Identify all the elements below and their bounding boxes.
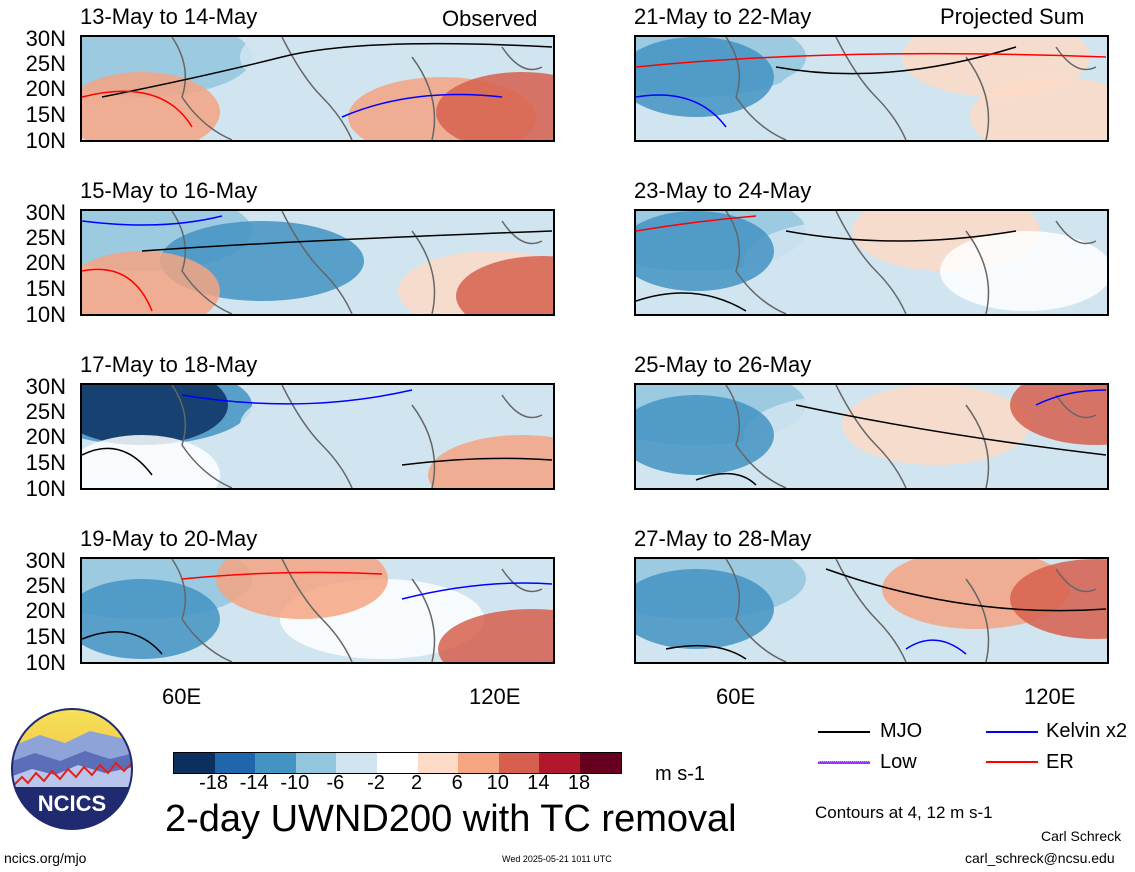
panel-title-left-4: 19-May to 20-May	[80, 526, 258, 551]
colorbar-swatch	[498, 753, 540, 773]
colorbar-tick-label: 14	[527, 772, 550, 794]
colorbar-tick-label: 2	[411, 772, 423, 794]
lat-label: 10N	[25, 476, 66, 501]
legend-line-er	[986, 761, 1038, 763]
map-panel-projected-2	[634, 209, 1109, 316]
legend-line-kelvin	[986, 731, 1038, 733]
lat-label: 20N	[25, 250, 66, 275]
map-panel-observed-3	[80, 383, 555, 490]
legend-label-low: Low	[880, 751, 917, 773]
colorbar-swatch	[376, 753, 418, 773]
colorbar-tick-label: -10	[280, 772, 310, 794]
lat-label: 20N	[25, 598, 66, 623]
ncics-logo: NCICS	[10, 707, 134, 831]
map-panel-observed-2	[80, 209, 555, 316]
lon-label-right-120e: 120E	[1024, 684, 1076, 709]
map-field	[82, 385, 553, 488]
legend-label-mjo: MJO	[880, 720, 923, 742]
colorbar	[173, 752, 622, 774]
map-panel-projected-4	[634, 557, 1109, 664]
colorbar-swatch	[336, 753, 377, 773]
contours-note: Contours at 4, 12 m s-1	[815, 803, 993, 822]
panel-title-right-4: 27-May to 28-May	[634, 526, 812, 551]
map-field	[636, 385, 1107, 488]
map-panel-observed-4	[80, 557, 555, 664]
lon-label-left-60e: 60E	[162, 684, 202, 709]
colorbar-units: m s-1	[655, 763, 705, 785]
colorbar-tick-label: -14	[239, 772, 269, 794]
lat-label: 30N	[25, 548, 66, 573]
colorbar-tick-label: -6	[326, 772, 345, 794]
colorbar-swatch	[458, 753, 499, 773]
lat-label: 15N	[25, 276, 66, 301]
colorbar-tick-label: 6	[451, 772, 463, 794]
lat-label: 20N	[25, 76, 66, 101]
lat-label: 15N	[25, 450, 66, 475]
legend-line-mjo	[818, 731, 870, 733]
map-field	[82, 559, 553, 662]
colorbar-tick-label: 18	[567, 772, 591, 794]
lon-label-right-60e: 60E	[716, 684, 756, 709]
lat-label: 25N	[25, 399, 66, 424]
colorbar-swatch	[174, 753, 215, 773]
lat-label: 15N	[25, 102, 66, 127]
colorbar-swatch	[417, 753, 459, 773]
colorbar-swatch	[214, 753, 256, 773]
legend-label-er: ER	[1046, 751, 1074, 773]
panel-title-right-1: 21-May to 22-May	[634, 4, 812, 29]
colorbar-tick-label: 10	[486, 772, 509, 794]
projected-sum-label: Projected Sum	[940, 4, 1085, 29]
lat-label: 30N	[25, 200, 66, 225]
lat-label: 10N	[25, 650, 66, 675]
map-panel-projected-1	[634, 35, 1109, 142]
observed-label: Observed	[442, 6, 538, 31]
map-panel-observed-1	[80, 35, 555, 142]
footer-author: Carl Schreck	[1041, 828, 1122, 844]
map-field	[82, 37, 553, 140]
colorbar-swatch	[295, 753, 337, 773]
lat-label: 30N	[25, 26, 66, 51]
lat-label: 30N	[25, 374, 66, 399]
lat-label: 25N	[25, 225, 66, 250]
colorbar-swatch	[539, 753, 580, 773]
lat-label: 25N	[25, 51, 66, 76]
map-panel-projected-3	[634, 383, 1109, 490]
footer-timestamp: Wed 2025-05-21 1011 UTC	[502, 854, 612, 864]
footer-url: ncics.org/mjo	[4, 850, 87, 866]
colorbar-tick-label: -18	[199, 772, 229, 794]
main-title: 2-day UWND200 with TC removal	[165, 798, 737, 840]
panel-title-left-2: 15-May to 16-May	[80, 178, 258, 203]
lat-label: 20N	[25, 424, 66, 449]
lat-label: 10N	[25, 128, 66, 153]
footer-email: carl_schreck@ncsu.edu	[965, 850, 1115, 866]
panel-title-left-1: 13-May to 14-May	[80, 4, 258, 29]
colorbar-swatch	[579, 753, 621, 773]
map-field	[82, 211, 553, 314]
lat-label: 15N	[25, 624, 66, 649]
panel-title-left-3: 17-May to 18-May	[80, 352, 258, 377]
lon-label-left-120e: 120E	[469, 684, 521, 709]
legend-line-low	[818, 761, 870, 764]
lat-label: 10N	[25, 302, 66, 327]
panel-title-right-3: 25-May to 26-May	[634, 352, 812, 377]
colorbar-tick-label: -2	[367, 772, 385, 794]
map-field	[636, 37, 1107, 140]
map-field	[636, 211, 1107, 314]
panel-title-right-2: 23-May to 24-May	[634, 178, 812, 203]
map-field	[636, 559, 1107, 662]
legend-label-kelvin: Kelvin x2	[1046, 720, 1128, 742]
logo-text: NCICS	[38, 791, 106, 816]
lat-label: 25N	[25, 573, 66, 598]
colorbar-swatch	[255, 753, 296, 773]
